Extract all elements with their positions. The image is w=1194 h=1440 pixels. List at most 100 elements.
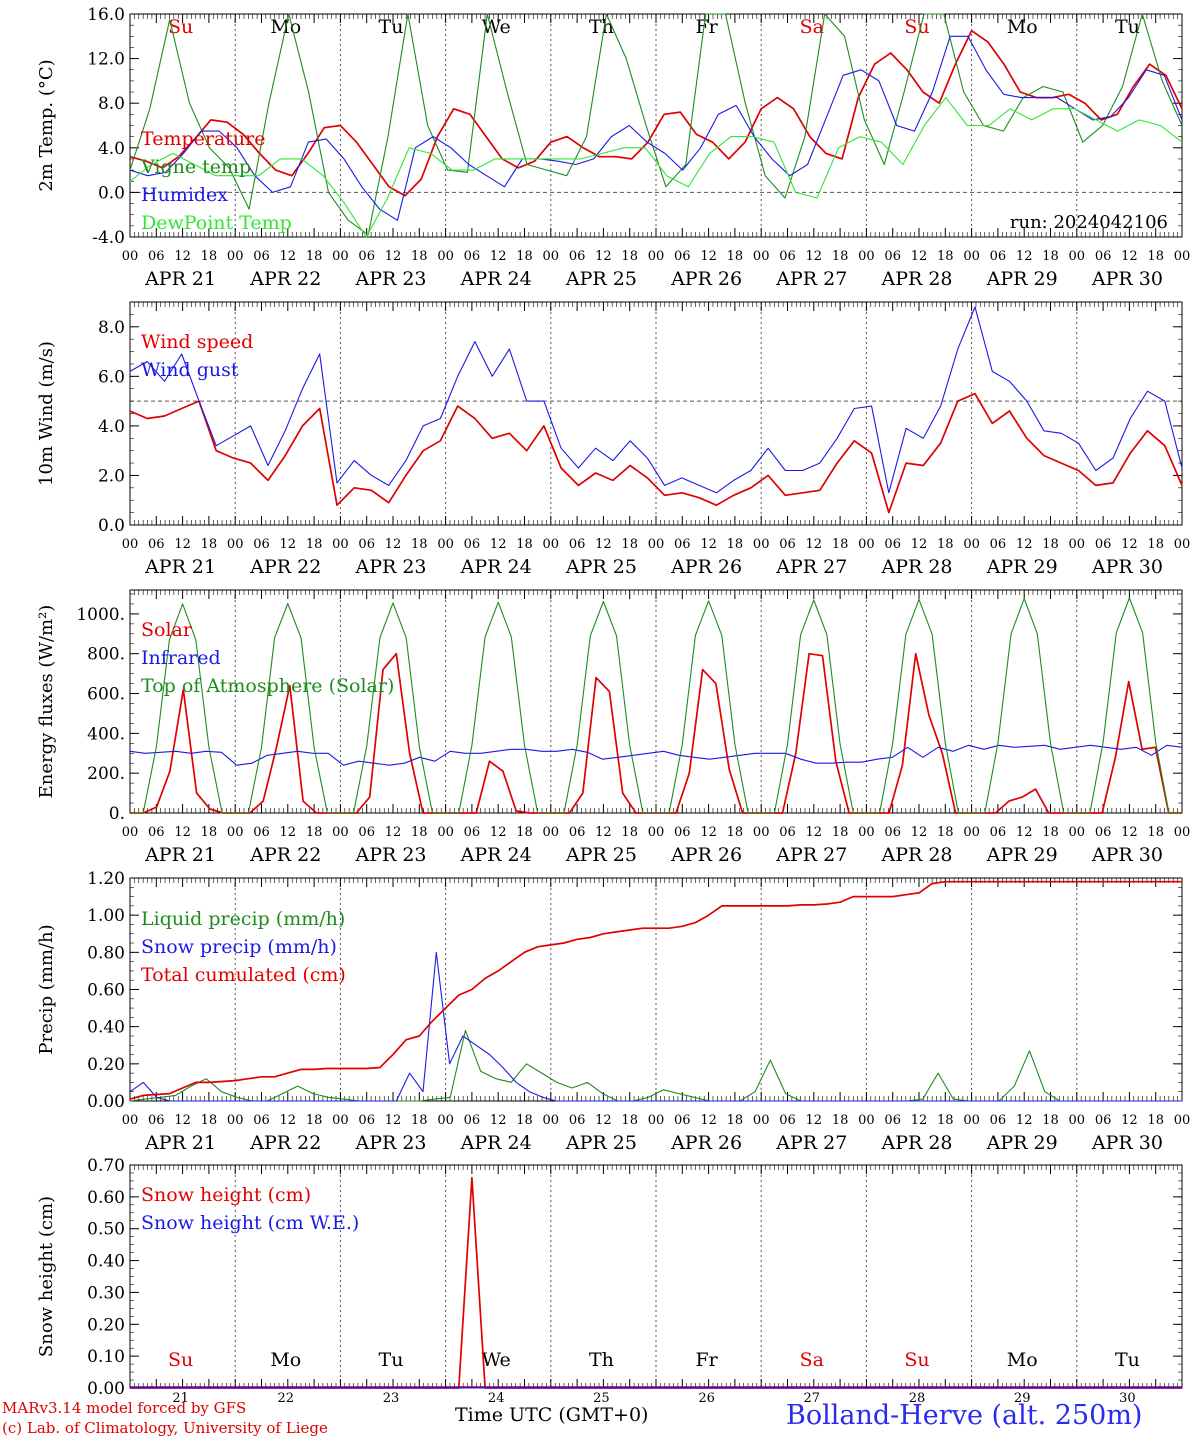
hour-tick-label: 06 (464, 537, 481, 552)
y-tick-label: 0.20 (87, 1315, 125, 1335)
y-tick-label: 400. (87, 724, 125, 744)
hour-tick-label: 00 (858, 537, 875, 552)
hour-tick-label: 06 (884, 1113, 901, 1128)
hour-tick-label: 12 (280, 825, 297, 840)
day-label: APR 26 (670, 268, 742, 290)
hour-tick-label: 18 (937, 1113, 954, 1128)
day-label: APR 22 (249, 268, 321, 290)
series-line-2 (129, 306, 1183, 494)
hour-tick-label: 00 (122, 825, 139, 840)
hour-tick-label: 12 (174, 537, 191, 552)
hour-tick-label: 06 (779, 1113, 796, 1128)
hour-tick-label: 00 (437, 249, 454, 264)
hour-tick-label: 12 (1121, 249, 1138, 264)
hour-tick-label: 18 (727, 1113, 744, 1128)
hour-tick-label: 18 (411, 249, 428, 264)
hour-tick-label: 00 (648, 825, 665, 840)
y-tick-label: 12.0 (87, 50, 125, 70)
hour-tick-label: 06 (990, 825, 1007, 840)
y-tick-label: 200. (87, 764, 125, 784)
hour-tick-label: 00 (858, 825, 875, 840)
hour-tick-label: 00 (543, 1113, 560, 1128)
hour-tick-label: 06 (779, 249, 796, 264)
legend-entry: Solar (141, 619, 193, 641)
hour-tick-label: 00 (543, 249, 560, 264)
day-label: APR 29 (986, 268, 1058, 290)
hour-tick-label: 00 (437, 537, 454, 552)
y-tick-label: 1000. (76, 605, 125, 625)
legend-entry: Liquid precip (mm/h) (141, 908, 345, 930)
hour-tick-label: 06 (253, 249, 270, 264)
y-tick-label: 600. (87, 685, 125, 705)
run-annotation: run: 2024042106 (1010, 212, 1168, 233)
y-tick-label: 8.0 (98, 94, 125, 114)
day-label: APR 25 (565, 556, 637, 578)
weekday-label: Fr (695, 1349, 718, 1371)
y-axis-title: Precip (mm/h) (36, 924, 57, 1054)
hour-tick-label: 18 (727, 825, 744, 840)
hour-tick-label: 06 (253, 825, 270, 840)
day-label: APR 26 (670, 844, 742, 866)
legend-entry: Temperature (141, 128, 265, 150)
hour-tick-label: 18 (621, 1113, 638, 1128)
hour-tick-label: 18 (621, 249, 638, 264)
hour-tick-label: 18 (832, 249, 849, 264)
y-tick-label: 0.0 (98, 516, 125, 536)
hour-tick-label: 12 (1016, 537, 1033, 552)
y-tick-label: 0.60 (87, 981, 125, 1001)
hour-tick-label: 18 (1147, 825, 1164, 840)
weekday-label: Su (904, 16, 929, 38)
hour-tick-label: 18 (411, 537, 428, 552)
hour-tick-label: 06 (1095, 249, 1112, 264)
hour-tick-label: 18 (621, 537, 638, 552)
legend-entry: Vigne temp (140, 156, 251, 178)
hour-tick-label: 12 (806, 825, 823, 840)
hour-tick-label: 00 (963, 249, 980, 264)
hour-tick-label: 12 (174, 825, 191, 840)
hour-tick-label: 12 (174, 249, 191, 264)
hour-tick-label: 12 (806, 249, 823, 264)
credit-line-2: (c) Lab. of Climatology, University of L… (2, 1419, 328, 1437)
hour-tick-label: 00 (227, 1113, 244, 1128)
hour-tick-label: 18 (201, 825, 218, 840)
series-line-1 (129, 392, 1183, 514)
weekday-label: Su (904, 1349, 929, 1371)
hour-tick-label: 06 (358, 537, 375, 552)
hour-tick-label: 12 (490, 537, 507, 552)
hour-tick-label: 00 (648, 537, 665, 552)
hour-tick-label: 12 (1121, 825, 1138, 840)
hour-tick-label: 06 (569, 825, 586, 840)
hour-tick-label: 00 (227, 537, 244, 552)
series-line-2 (129, 951, 1182, 1102)
day-label: APR 29 (986, 844, 1058, 866)
hour-tick-label: 18 (306, 537, 323, 552)
weekday-label: Su (168, 16, 193, 38)
day-label: APR 23 (354, 844, 426, 866)
weekday-label: Tu (379, 16, 404, 38)
hour-tick-label: 06 (569, 249, 586, 264)
hour-tick-label: 12 (385, 825, 402, 840)
series-line-3 (129, 880, 1182, 1100)
hour-tick-label: 06 (779, 825, 796, 840)
hour-tick-label: 06 (674, 825, 691, 840)
hour-tick-label: 12 (385, 249, 402, 264)
hour-tick-label: 00 (753, 825, 770, 840)
legend-entry: Wind gust (141, 359, 239, 381)
series-line-4 (129, 97, 1183, 238)
hour-tick-label: 18 (937, 537, 954, 552)
day-label: APR 21 (144, 844, 216, 866)
hour-tick-label: 12 (595, 537, 612, 552)
hour-tick-label: 00 (1069, 825, 1086, 840)
day-label: APR 30 (1091, 556, 1163, 578)
hour-tick-label: 18 (1147, 249, 1164, 264)
day-number-label: 26 (698, 1391, 715, 1406)
day-label: APR 25 (565, 1132, 637, 1154)
hour-tick-label: 06 (990, 249, 1007, 264)
series-line-1 (129, 1029, 1182, 1102)
day-number-label: 25 (593, 1391, 610, 1406)
legend-entry: Wind speed (141, 331, 253, 353)
legend-entry: Snow precip (mm/h) (141, 936, 337, 958)
hour-tick-label: 18 (621, 825, 638, 840)
hour-tick-label: 00 (1069, 1113, 1086, 1128)
y-tick-label: 0.00 (87, 1379, 125, 1399)
